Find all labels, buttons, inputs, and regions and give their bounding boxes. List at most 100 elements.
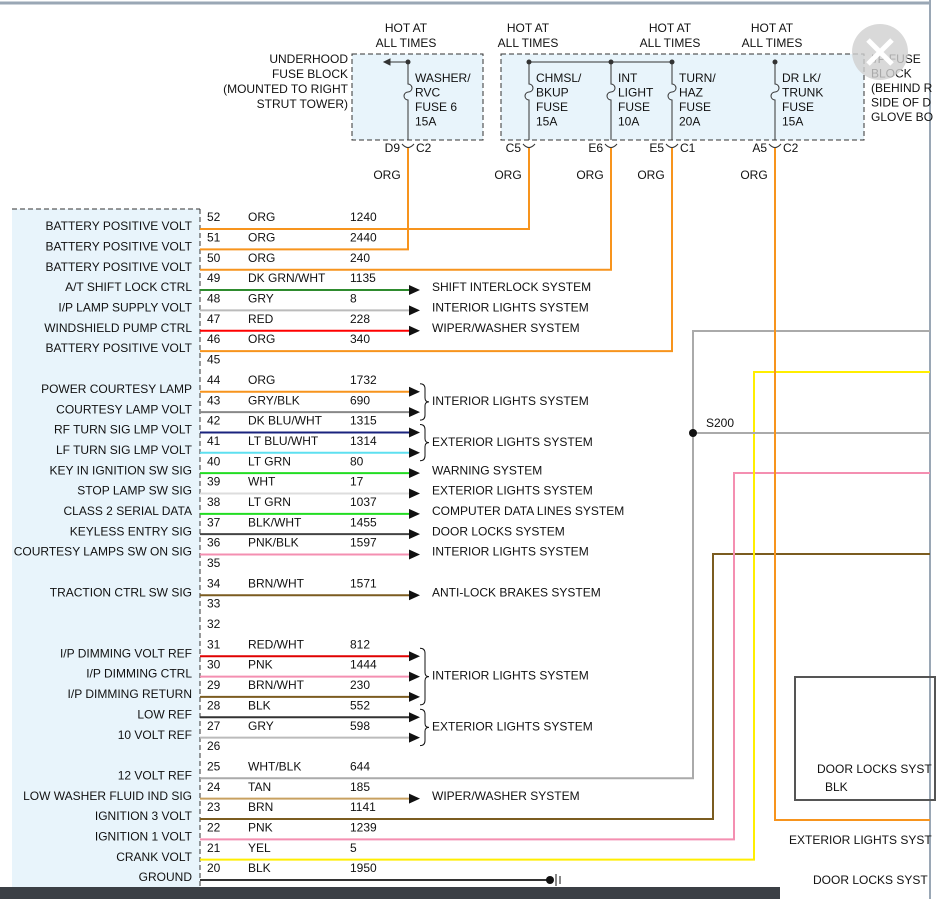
arrow (409, 427, 420, 438)
fuse-name: LIGHT (618, 86, 654, 100)
bracket-label: INTERIOR LIGHTS SYSTEM (432, 669, 589, 683)
wire-color: WHT/BLK (248, 759, 301, 773)
circuit-number: 1314 (350, 434, 377, 448)
fuse-block-label: FUSE BLOCK (272, 67, 348, 81)
pin-number: 51 (207, 231, 221, 245)
pin-label: I/P DIMMING VOLT REF (60, 646, 192, 660)
wire-color: PNK/BLK (248, 536, 299, 550)
destination: WARNING SYSTEM (432, 463, 542, 477)
hot-label: HOT AT (751, 21, 794, 35)
pin-number: 30 (207, 658, 221, 672)
circuit-number: 552 (350, 698, 370, 712)
toolbar (0, 887, 780, 899)
wire-color: ORG (248, 373, 275, 387)
wire-color: ORG (248, 210, 275, 224)
arrow (409, 732, 420, 743)
pin-label: LOW REF (137, 707, 192, 721)
pin-label: I/P DIMMING CTRL (86, 667, 192, 681)
fuse-block-label: (MOUNTED TO RIGHT (223, 82, 349, 96)
fuse-name: FUSE 6 (415, 100, 457, 114)
fuse-name: BKUP (536, 86, 569, 100)
fuse-block-label: (BEHIND R (871, 81, 933, 95)
arrow (409, 691, 420, 702)
pin-number: 22 (207, 820, 221, 834)
bracket (419, 423, 430, 462)
pin-number: 52 (207, 210, 221, 224)
fuse-name: 10A (618, 115, 639, 129)
pin-label: GROUND (139, 870, 193, 884)
destination: SHIFT INTERLOCK SYSTEM (432, 280, 591, 294)
pin-label: LOW WASHER FLUID IND SIG (23, 789, 192, 803)
ground-symbol (555, 874, 561, 886)
pin-number: 27 (207, 719, 221, 733)
pin-label: I/P LAMP SUPPLY VOLT (58, 301, 192, 315)
circuit-number: 80 (350, 454, 364, 468)
circuit-number: 1950 (350, 861, 377, 875)
pin-number: 49 (207, 271, 221, 285)
connector (768, 143, 782, 148)
destination: INTERIOR LIGHTS SYSTEM (432, 301, 589, 315)
arrow (409, 488, 420, 499)
wire (200, 472, 930, 841)
wire-color: WHT (248, 475, 276, 489)
pin-label: STOP LAMP SW SIG (77, 484, 192, 498)
fuse-name: CHMSL/ (536, 71, 582, 85)
connector-pin: D9 (385, 141, 401, 155)
pin-label: I/P DIMMING RETURN (68, 687, 192, 701)
circuit-number: 8 (350, 292, 357, 306)
wire-color: PNK (248, 658, 273, 672)
bracket-label: INTERIOR LIGHTS SYSTEM (432, 394, 589, 408)
pin-label: BATTERY POSITIVE VOLT (46, 219, 193, 233)
close-icon[interactable] (866, 38, 894, 66)
pin-label: BATTERY POSITIVE VOLT (46, 260, 193, 274)
wire-color: GRY (248, 719, 274, 733)
pin-label: KEY IN IGNITION SW SIG (50, 463, 192, 477)
wire-color: ORG (740, 168, 767, 182)
pin-number: 34 (207, 576, 221, 590)
circuit-number: 185 (350, 780, 370, 794)
connector-pin: E6 (588, 141, 603, 155)
destination: COMPUTER DATA LINES SYSTEM (432, 504, 624, 518)
wire-color: ORG (576, 168, 603, 182)
pin-number: 37 (207, 515, 221, 529)
splice-label: S200 (706, 416, 734, 430)
wire-color: RED/WHT (248, 637, 305, 651)
close-button[interactable] (852, 24, 908, 80)
circuit-number: 228 (350, 312, 370, 326)
circuit-number: 1571 (350, 576, 377, 590)
pin-label: RF TURN SIG LMP VOLT (54, 423, 193, 437)
circuit-number: 690 (350, 393, 370, 407)
destination: ANTI-LOCK BRAKES SYSTEM (432, 585, 601, 599)
wire (200, 330, 930, 780)
pin-label: LF TURN SIG LMP VOLT (56, 443, 193, 457)
pin-label: POWER COURTESY LAMP (41, 382, 192, 396)
splice (689, 429, 697, 437)
bracket-label: EXTERIOR LIGHTS SYSTEM (432, 720, 593, 734)
wire-color: YEL (248, 841, 271, 855)
door-locks-box (794, 676, 936, 801)
pin-label: WINDSHIELD PUMP CTRL (44, 321, 192, 335)
hot-label: HOT AT (649, 21, 692, 35)
pin-label: 12 VOLT REF (118, 768, 192, 782)
wire (200, 148, 673, 353)
fuse-name: FUSE (536, 100, 568, 114)
box-title: DOOR LOCKS SYST (817, 762, 932, 776)
pin-label: KEYLESS ENTRY SIG (70, 524, 192, 538)
wire-color: GRY (248, 292, 274, 306)
pin-number: 26 (207, 739, 221, 753)
ground-node (546, 876, 554, 884)
wire-color: BLK (248, 698, 271, 712)
wire-color: ORG (373, 168, 400, 182)
wire-color: BRN/WHT (248, 678, 305, 692)
fuse-node (608, 59, 614, 65)
pin-number: 44 (207, 373, 221, 387)
circuit-number: 240 (350, 251, 370, 265)
pin-number: 38 (207, 495, 221, 509)
fuse-name: 15A (415, 115, 436, 129)
pin-number: 33 (207, 597, 221, 611)
destination: EXTERIOR LIGHTS SYSTEM (432, 484, 593, 498)
fuse-name: RVC (415, 86, 440, 100)
pin-number: 48 (207, 292, 221, 306)
wire-color: LT GRN (248, 495, 291, 509)
destination: WIPER/WASHER SYSTEM (432, 789, 580, 803)
